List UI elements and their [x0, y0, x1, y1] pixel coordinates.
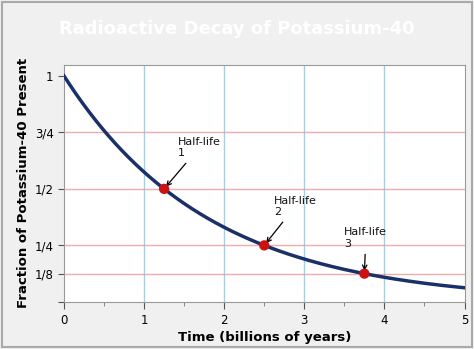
Text: Half-life
3: Half-life 3 [344, 227, 387, 269]
Text: Half-life
1: Half-life 1 [167, 137, 220, 186]
Point [361, 271, 368, 276]
Text: Half-life
2: Half-life 2 [267, 195, 317, 242]
Point [160, 186, 168, 192]
Text: Radioactive Decay of Potassium-40: Radioactive Decay of Potassium-40 [59, 20, 415, 38]
X-axis label: Time (billions of years): Time (billions of years) [178, 331, 351, 344]
Point [261, 243, 268, 248]
Y-axis label: Fraction of Potassium-40 Present: Fraction of Potassium-40 Present [18, 58, 30, 308]
